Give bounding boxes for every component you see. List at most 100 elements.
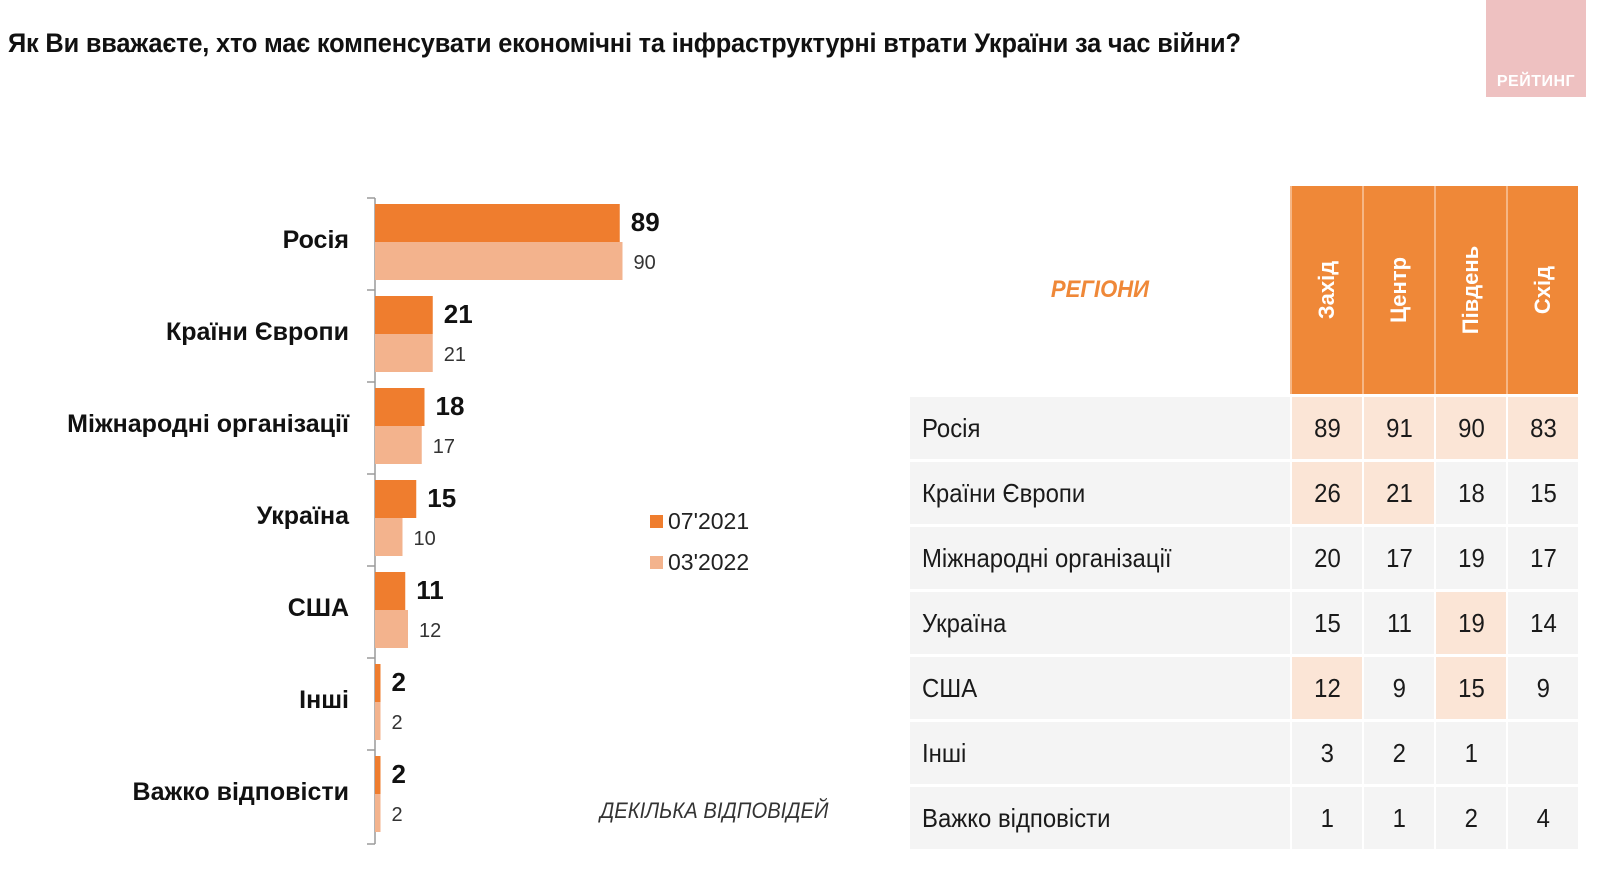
table-cell: 9	[1506, 654, 1578, 719]
table-cell: 17	[1362, 524, 1434, 589]
data-label: 89	[631, 207, 660, 237]
region-header-label: Південь	[1458, 245, 1483, 335]
bar-2022	[375, 334, 433, 372]
category-label: Важко відповісти	[133, 778, 349, 806]
data-label: 2	[392, 804, 403, 826]
cell-value: 15	[1313, 607, 1341, 638]
cell-value: 19	[1457, 607, 1485, 638]
legend-swatch	[650, 556, 663, 569]
table-cell	[1506, 719, 1578, 784]
logo-text: РЕЙТИНГ	[1496, 73, 1576, 90]
table-cell: 21	[1362, 459, 1434, 524]
data-label: 12	[419, 620, 441, 642]
row-label-text: США	[922, 672, 978, 703]
row-label: Україна	[910, 589, 1290, 654]
table-cell: 2	[1362, 719, 1434, 784]
legend-label: 07'2021	[668, 508, 749, 534]
table-cell: 12	[1290, 654, 1362, 719]
category-label: Україна	[257, 502, 350, 530]
table-cell: 19	[1434, 589, 1506, 654]
table-cell: 90	[1434, 394, 1506, 459]
data-label: 21	[444, 299, 473, 329]
table-cell: 9	[1362, 654, 1434, 719]
cell-value: 17	[1385, 542, 1413, 573]
data-label: 2	[392, 712, 403, 734]
row-label-text: Україна	[922, 607, 1007, 638]
table-row: Інші 3 2 1	[910, 719, 1578, 784]
category-label: Інші	[299, 686, 349, 714]
region-header-label: Центр	[1386, 256, 1411, 324]
cell-value: 1	[1464, 737, 1478, 768]
region-header: Південь	[1434, 186, 1506, 394]
table-row: Міжнародні організації 20 17 19 17	[910, 524, 1578, 589]
regions-title: РЕГІОНИ	[1050, 276, 1150, 303]
cell-value: 19	[1457, 542, 1485, 573]
cell-value: 21	[1385, 477, 1413, 508]
region-header-label: Захід	[1314, 260, 1339, 320]
cell-value: 9	[1536, 672, 1550, 703]
bar-2022	[375, 702, 381, 740]
bar-2021	[375, 480, 417, 518]
table-row: Росія 89 91 90 83	[910, 394, 1578, 459]
cell-value: 15	[1457, 672, 1485, 703]
table-cell: 19	[1434, 524, 1506, 589]
row-label-text: Міжнародні організації	[922, 542, 1172, 573]
cell-value: 18	[1457, 477, 1485, 508]
table-row: Країни Європи 26 21 18 15	[910, 459, 1578, 524]
row-label: Інші	[910, 719, 1290, 784]
bar-2021	[375, 296, 433, 334]
cell-value: 20	[1313, 542, 1341, 573]
table-cell: 1	[1434, 719, 1506, 784]
cell-value: 4	[1536, 802, 1550, 833]
cell-value: 9	[1392, 672, 1406, 703]
row-label-text: Росія	[922, 412, 981, 443]
data-label: 17	[433, 436, 455, 458]
cell-value: 3	[1320, 737, 1334, 768]
row-label: Міжнародні організації	[910, 524, 1290, 589]
row-label-text: Інші	[922, 737, 967, 768]
cell-value: 83	[1529, 412, 1557, 443]
cell-value: 90	[1457, 412, 1485, 443]
bar-2021	[375, 388, 425, 426]
table-cell: 17	[1506, 524, 1578, 589]
data-label: 10	[414, 528, 436, 550]
bar-2022	[375, 610, 408, 648]
regions-table-body: Росія 89 91 90 83 Країни Європи 26 21 18 15 Міжнар…	[910, 394, 1578, 849]
table-cell: 4	[1506, 784, 1578, 849]
data-label: 2	[392, 759, 406, 789]
data-label: 18	[436, 391, 465, 421]
table-row: США 12 9 15 9	[910, 654, 1578, 719]
category-label: Міжнародні організації	[67, 410, 350, 438]
table-cell: 14	[1506, 589, 1578, 654]
table-cell: 18	[1434, 459, 1506, 524]
data-label: 21	[444, 344, 466, 366]
row-label: США	[910, 654, 1290, 719]
table-cell: 20	[1290, 524, 1362, 589]
data-label: 15	[427, 483, 456, 513]
table-cell: 15	[1506, 459, 1578, 524]
cell-value: 89	[1313, 412, 1341, 443]
table-cell: 91	[1362, 394, 1434, 459]
cell-value: 17	[1529, 542, 1557, 573]
footnote: ДЕКІЛЬКА ВІДПОВІДЕЙ	[600, 798, 829, 823]
cell-value: 91	[1385, 412, 1413, 443]
bar-2021	[375, 664, 381, 702]
category-label: Країни Європи	[166, 318, 349, 346]
bar-2021	[375, 756, 381, 794]
bar-2021	[375, 204, 620, 242]
region-header: Центр	[1362, 186, 1434, 394]
table-cell: 26	[1290, 459, 1362, 524]
table-cell: 89	[1290, 394, 1362, 459]
cell-value: 11	[1386, 607, 1412, 638]
data-label: 11	[416, 575, 444, 605]
row-label-text: Країни Європи	[922, 477, 1086, 508]
rating-logo: РЕЙТИНГ	[1486, 0, 1586, 97]
region-header-label: Схід	[1530, 265, 1555, 315]
row-label-text: Важко відповісти	[922, 802, 1111, 833]
cell-value: 14	[1529, 607, 1557, 638]
table-row: Важко відповісти 1 1 2 4	[910, 784, 1578, 849]
bar-2022	[375, 518, 403, 556]
data-label: 90	[634, 252, 656, 274]
table-cell: 11	[1362, 589, 1434, 654]
legend-label: 03'2022	[668, 549, 749, 575]
